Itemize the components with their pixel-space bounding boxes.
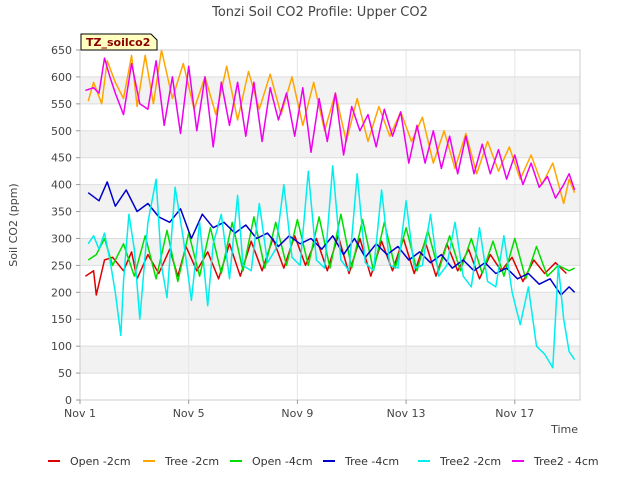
y-tick-label: 600: [51, 71, 72, 84]
grid-band: [80, 76, 580, 104]
y-tick-label: 450: [51, 152, 72, 165]
grid-band: [80, 292, 580, 320]
grid-band: [80, 346, 580, 374]
y-axis-label: Soil CO2 (ppm): [7, 183, 20, 266]
series-line-4: [87, 181, 576, 296]
y-axis: 0 50 100 150 200 250 300 350 400 450 500 550 600 650: [51, 44, 80, 407]
y-tick-label: 400: [51, 179, 72, 192]
x-tick-label: Nov 9: [281, 407, 313, 420]
x-axis-label: Time: [550, 423, 578, 436]
legend-item-5: Tree2 -2cm: [418, 455, 501, 468]
y-tick-label: 650: [51, 44, 72, 57]
y-tick-label: 350: [51, 206, 72, 219]
legend-label: Open -2cm: [70, 455, 131, 468]
legend-label: Open -4cm: [252, 455, 313, 468]
legend-item-4: Tree -4cm: [323, 455, 399, 468]
badge: TZ_soilco2: [80, 33, 158, 51]
legend-label: Tree2 -2cm: [439, 455, 501, 468]
grid-band: [80, 130, 580, 158]
y-tick-label: 0: [65, 394, 72, 407]
legend-label: Tree2 - 4cm: [533, 455, 599, 468]
plot-frame: [79, 49, 581, 401]
badge-box: [80, 33, 158, 51]
y-tick-label: 200: [51, 286, 72, 299]
y-tick-label: 550: [51, 98, 72, 111]
series-line-2: [87, 49, 576, 205]
legend-item-2: Tree -2cm: [143, 455, 219, 468]
y-tick-label: 500: [51, 125, 72, 138]
series-layer: [84, 49, 576, 369]
y-tick-label: 150: [51, 313, 72, 326]
legend: Open -2cm Tree -2cm Open -4cm Tree -4cm Tree…: [48, 455, 599, 468]
x-tick-label: Nov 5: [173, 407, 205, 420]
legend-item-3: Open -4cm: [230, 455, 313, 468]
grid-bands: [80, 76, 580, 374]
legend-label: Tree -4cm: [344, 455, 399, 468]
series-line-6: [85, 57, 576, 199]
x-axis: Nov 1 Nov 5 Nov 9 Nov 13 Nov 17: [64, 400, 534, 420]
y-tick-label: 50: [58, 367, 72, 380]
legend-label: Tree -2cm: [164, 455, 219, 468]
badge-label: TZ_soilco2: [86, 36, 150, 49]
series-line-5: [87, 165, 576, 369]
y-tick-label: 300: [51, 232, 72, 245]
y-tick-label: 250: [51, 259, 72, 272]
chart-title: Tonzi Soil CO2 Profile: Upper CO2: [211, 5, 428, 20]
series-line-3: [87, 213, 575, 283]
legend-item-6: Tree2 - 4cm: [512, 455, 599, 468]
x-tick-label: Nov 1: [64, 407, 96, 420]
x-tick-label: Nov 13: [387, 407, 426, 420]
legend-item-1: Open -2cm: [48, 455, 131, 468]
y-tick-label: 100: [51, 340, 72, 353]
x-tick-label: Nov 17: [495, 407, 534, 420]
